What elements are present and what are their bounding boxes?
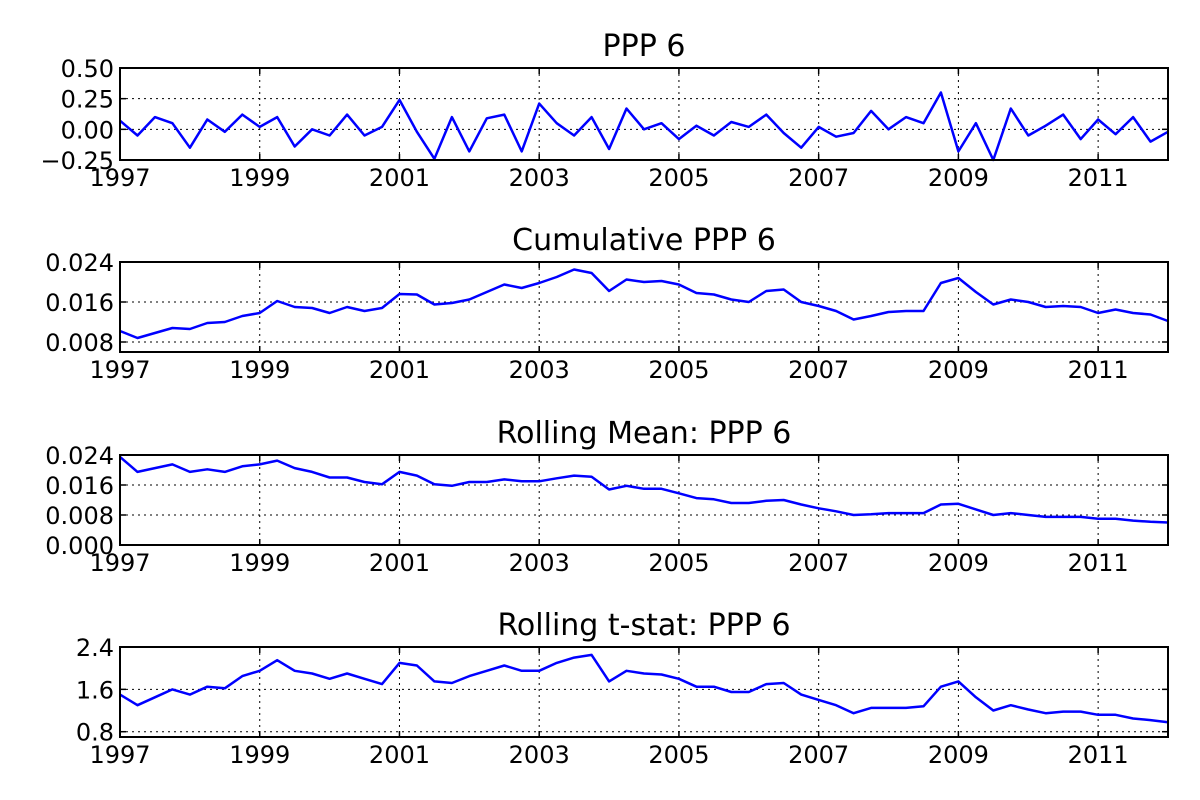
x-tick-label: 1997 (89, 356, 150, 384)
y-tick-label: 0.008 (45, 329, 114, 357)
x-tick-label: 2005 (648, 164, 709, 192)
subplot-1: 1997 1999 2001 2003 2005 2007 2009 2011 −0.25 0.0… (40, 29, 1169, 192)
x-tick-label: 2001 (369, 356, 430, 384)
series-line (119, 91, 1169, 162)
x-tick-label: 2001 (369, 164, 430, 192)
x-tick-label: 2005 (648, 356, 709, 384)
y-tick-label: 0.016 (45, 289, 114, 317)
plot-frame (119, 454, 1169, 546)
subplot-2: 1997 1999 2001 2003 2005 2007 2009 2011 0.008 0.0… (45, 223, 1169, 384)
x-tick-label: 2009 (928, 164, 989, 192)
x-tick-label: 2003 (509, 549, 570, 577)
x-tick-label: 1997 (89, 549, 150, 577)
x-tick-label: 1997 (89, 741, 150, 769)
y-tick-label: 0.008 (45, 502, 114, 530)
x-tick-label: 1999 (229, 164, 290, 192)
x-tick-label: 2001 (369, 741, 430, 769)
x-tick-label: 2003 (509, 741, 570, 769)
x-tick-label: 2007 (788, 164, 849, 192)
y-tick-label: 1.6 (76, 676, 114, 704)
x-tick-label: 1997 (89, 164, 150, 192)
x-tick-label: 2011 (1068, 356, 1129, 384)
x-tick-label: 1999 (229, 356, 290, 384)
chart-title: Rolling t-stat: PPP 6 (497, 608, 790, 643)
x-tick-label: 2001 (369, 549, 430, 577)
plot-frame (119, 646, 1169, 738)
y-tick-label: 0.024 (45, 249, 114, 277)
y-tick-label: 0.50 (61, 55, 114, 83)
y-tick-label: 0.024 (45, 442, 114, 470)
y-tick-label: 0.00 (61, 116, 114, 144)
y-tick-label: 2.4 (76, 634, 114, 662)
chart-title: PPP 6 (603, 29, 686, 64)
x-tick-label: 2003 (509, 356, 570, 384)
x-tick-label: 2011 (1068, 549, 1129, 577)
x-tick-label: 2011 (1068, 741, 1129, 769)
x-tick-label: 2007 (788, 356, 849, 384)
y-tick-label: 0.8 (76, 719, 114, 747)
x-tick-label: 2007 (788, 741, 849, 769)
y-tick-label: 0.25 (61, 86, 114, 114)
y-tick-label: −0.25 (40, 147, 114, 175)
x-tick-label: 2009 (928, 741, 989, 769)
plot-frame (119, 67, 1169, 161)
x-tick-label: 1999 (229, 741, 290, 769)
subplot-4: 1997 1999 2001 2003 2005 2007 2009 2011 0.8 1.6 2.… (76, 608, 1169, 769)
subplot-3: 1997 1999 2001 2003 2005 2007 2009 20110.0000.0… (45, 416, 1169, 577)
x-tick-label: 2011 (1068, 164, 1129, 192)
x-tick-label: 2005 (648, 549, 709, 577)
y-tick-label: 0.000 (45, 532, 114, 560)
series-line (119, 268, 1169, 340)
y-tick-label: 0.016 (45, 472, 114, 500)
plot-frame (119, 261, 1169, 353)
series-line (119, 455, 1169, 524)
x-tick-label: 2007 (788, 549, 849, 577)
chart-title: Cumulative PPP 6 (512, 223, 776, 258)
x-tick-label: 2009 (928, 356, 989, 384)
series-line (119, 653, 1169, 724)
chart-title: Rolling Mean: PPP 6 (497, 416, 792, 451)
x-tick-label: 2005 (648, 741, 709, 769)
x-tick-label: 1999 (229, 549, 290, 577)
x-tick-label: 2003 (509, 164, 570, 192)
x-tick-label: 2009 (928, 549, 989, 577)
